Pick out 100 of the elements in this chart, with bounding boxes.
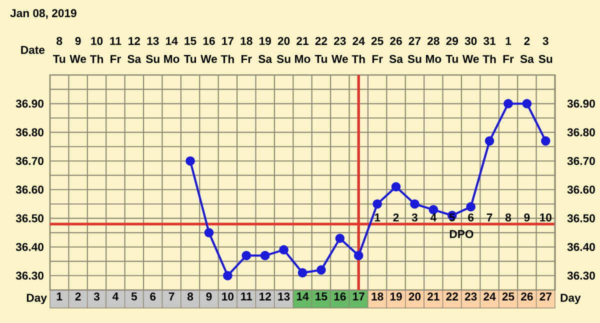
y-tick-label: 36.30 <box>16 272 44 280</box>
point <box>540 136 550 146</box>
point <box>504 98 513 108</box>
text: 1 <box>506 37 512 45</box>
text: 18 <box>240 36 252 45</box>
y-tick-label: 36.90 <box>16 100 44 108</box>
x-tick-label: 17 <box>353 292 364 300</box>
x-tick-label: 5 <box>131 292 137 300</box>
annotation: DPO <box>450 230 474 238</box>
x-tick-label: 18 <box>372 292 384 301</box>
annotation: 8 <box>505 213 512 222</box>
text: Su <box>408 54 422 63</box>
annotation: 4 <box>430 214 437 222</box>
text: 27 <box>408 37 421 45</box>
x-tick-label: 4 <box>112 292 119 300</box>
annotation: 3 <box>412 213 418 222</box>
chart-title: Jan 08, 2019 <box>10 9 76 19</box>
text: 13 <box>147 36 159 46</box>
x-tick-label: 9 <box>206 292 212 301</box>
text: 3 <box>542 36 548 46</box>
text: 12 <box>128 37 140 45</box>
text: 25 <box>371 36 384 45</box>
point <box>279 245 288 255</box>
text: 22 <box>315 37 328 45</box>
text: Date <box>21 46 45 54</box>
text: Sa <box>128 54 142 63</box>
x-tick-label: 7 <box>168 292 174 300</box>
x-tick-label: 24 <box>484 292 496 300</box>
x-tick-label: 21 <box>428 292 440 300</box>
y2-tick-label: 36.90 <box>567 100 595 108</box>
y2-tick-label: 36.80 <box>567 128 595 136</box>
text: We <box>332 55 348 63</box>
text: Mo <box>426 55 442 63</box>
annotation: 2 <box>393 214 399 222</box>
text: Su <box>276 54 290 63</box>
text: 16 <box>203 36 215 45</box>
x-tick-label: 2 <box>75 292 81 300</box>
text: Sa <box>258 54 272 63</box>
point <box>522 98 532 108</box>
y2-tick-label: 36.30 <box>567 272 595 280</box>
annotation: 9 <box>524 213 530 222</box>
text: 19 <box>260 36 271 45</box>
text: Tu <box>314 55 327 63</box>
y-tick-label: 36.60 <box>16 186 44 194</box>
x-tick-label: 27 <box>540 292 552 300</box>
text: Fr <box>503 55 514 63</box>
text: Sa <box>389 54 404 63</box>
annotation: 7 <box>486 214 492 222</box>
x-tick-label: 22 <box>446 292 458 300</box>
x-tick-label: 1 <box>56 292 62 300</box>
x-tick-label: 23 <box>464 292 477 301</box>
text: Th <box>90 54 103 64</box>
x-tick-label: 6 <box>150 292 156 301</box>
x-tick-label: 15 <box>316 292 328 300</box>
point <box>242 250 252 260</box>
x-tick-label: 19 <box>390 292 402 301</box>
text: Th <box>352 54 365 64</box>
x-tick-label: 3 <box>94 292 100 301</box>
text: 21 <box>296 37 308 45</box>
x-tick-label: 26 <box>521 292 533 301</box>
text: Mo <box>164 55 180 63</box>
text: We <box>70 55 86 63</box>
text: 28 <box>428 36 440 45</box>
point <box>372 199 382 209</box>
point <box>223 270 232 280</box>
x-tick-label: 11 <box>241 292 252 300</box>
text: Su <box>538 54 552 63</box>
text: 2 <box>524 37 530 45</box>
text: 24 <box>352 37 365 45</box>
text: Fr <box>110 55 121 63</box>
text: Mo <box>295 55 310 63</box>
annotation: 10 <box>540 213 552 222</box>
point <box>260 250 270 260</box>
point <box>410 199 420 209</box>
y-tick-label: 36.70 <box>16 156 44 166</box>
text: We <box>462 55 479 63</box>
x-tick-label: 20 <box>408 292 421 301</box>
point <box>298 268 308 278</box>
point <box>335 234 345 244</box>
point <box>466 202 476 212</box>
text: Su <box>146 54 160 63</box>
x-tick-label: 14 <box>296 292 309 300</box>
x-tick-label: 8 <box>187 292 194 301</box>
text: 23 <box>334 36 346 46</box>
y2-tick-label: 36.60 <box>567 186 595 194</box>
text: Day <box>560 294 581 304</box>
text: Day <box>26 294 47 304</box>
point <box>428 205 438 214</box>
text: 11 <box>110 37 122 45</box>
text: Tu <box>52 55 66 63</box>
text: 17 <box>222 37 234 45</box>
y-tick-label: 36.50 <box>16 214 44 222</box>
x-tick-label: 13 <box>278 292 290 301</box>
point <box>316 265 326 275</box>
point <box>484 136 494 146</box>
text: Th <box>220 54 234 64</box>
y2-tick-label: 36.50 <box>567 214 595 222</box>
point <box>391 182 401 192</box>
x-tick-label: 10 <box>222 292 234 301</box>
point <box>204 228 214 238</box>
